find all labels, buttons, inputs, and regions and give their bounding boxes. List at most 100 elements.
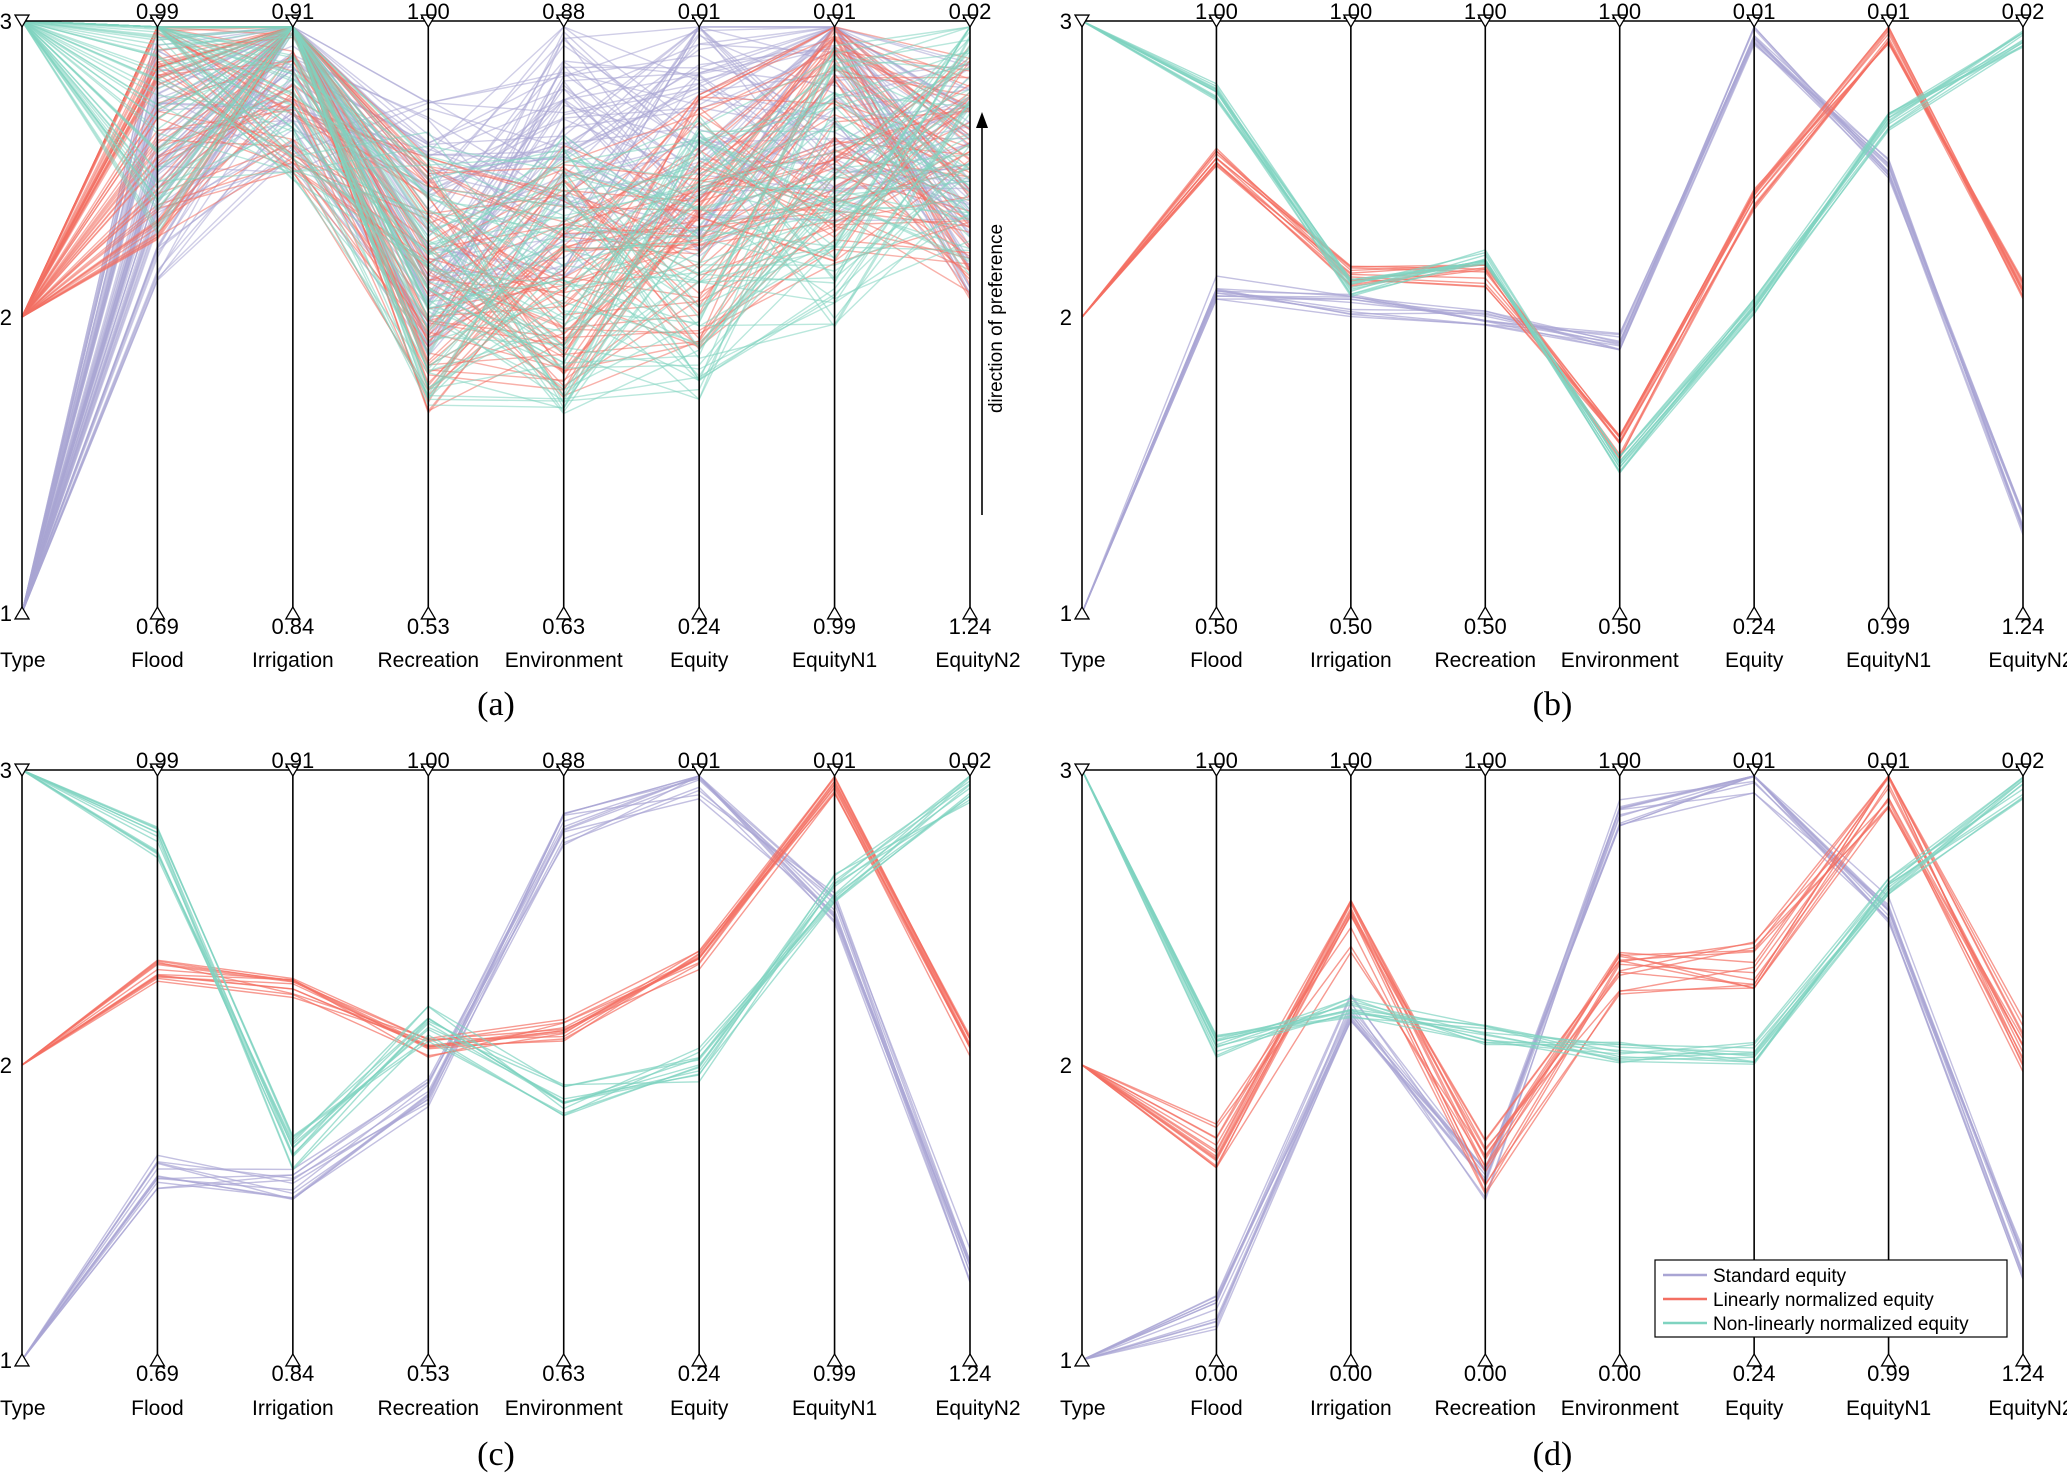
type-tick-label: 3 bbox=[0, 758, 12, 783]
axis-bottom-marker bbox=[1342, 605, 1359, 620]
axis-top-label: 0.91 bbox=[271, 0, 314, 24]
type-tick-label: 1 bbox=[1060, 1348, 1072, 1373]
series-line-non-linearly-normalized-equity bbox=[21, 20, 971, 389]
series-line-non-linearly-normalized-equity bbox=[1081, 20, 2024, 466]
axis-top-marker bbox=[961, 763, 979, 778]
axis-bottom-marker bbox=[1746, 605, 1763, 620]
panel-label: (d) bbox=[1533, 1436, 1573, 1473]
series-line-standard-equity bbox=[21, 775, 971, 1361]
axis-top-marker bbox=[1611, 14, 1628, 29]
axis-bottom-marker bbox=[1880, 1352, 1897, 1367]
axis-bottom-marker bbox=[1880, 605, 1897, 620]
axis-bottom-marker bbox=[1208, 1352, 1225, 1367]
axis-top-marker bbox=[2014, 14, 2032, 29]
axis-bottom-label: 0.00 bbox=[1598, 1361, 1641, 1386]
series-line-non-linearly-normalized-equity bbox=[21, 20, 971, 319]
axis-name-type: Type bbox=[1060, 1397, 1106, 1420]
legend: Standard equity Linearly normalized equit… bbox=[1654, 1259, 2008, 1338]
series-line-non-linearly-normalized-equity bbox=[21, 20, 971, 382]
axis-top-marker bbox=[149, 14, 166, 29]
panel-c: Type 0.99 0.69 Flood 0.91 0.84 Irrigation 1.00 0… bbox=[0, 748, 1021, 1473]
series-line-standard-equity bbox=[1081, 25, 2024, 614]
type-tick-label: 2 bbox=[1060, 1053, 1072, 1078]
axis-bottom-marker bbox=[1342, 1352, 1359, 1367]
axis-bottom-marker bbox=[961, 1352, 979, 1367]
series-line-linearly-normalized-equity bbox=[21, 785, 971, 1066]
type-tick-label: 3 bbox=[1060, 9, 1072, 34]
type-tick-label: 2 bbox=[0, 1053, 12, 1078]
series-line-non-linearly-normalized-equity bbox=[21, 20, 971, 383]
axis-name-type: Type bbox=[1060, 649, 1106, 672]
axis-name-type: Type bbox=[0, 649, 46, 672]
series-line-linearly-normalized-equity bbox=[21, 77, 971, 392]
axis-top-marker bbox=[1073, 763, 1091, 778]
series-line-standard-equity bbox=[21, 25, 971, 614]
series-line-non-linearly-normalized-equity bbox=[21, 20, 971, 209]
axis-bottom-label: 0.63 bbox=[542, 1361, 585, 1386]
axis-bottom-label: 0.00 bbox=[1195, 1361, 1238, 1386]
panel-d: Type 1.00 0.00 Flood 1.00 0.00 Irrigation 1.00 0… bbox=[1060, 748, 2067, 1473]
axis-bottom-label: 0.50 bbox=[1195, 614, 1238, 639]
series-line-linearly-normalized-equity bbox=[1081, 774, 2024, 1196]
series-line-standard-equity bbox=[21, 25, 971, 614]
axis-name-flood: Flood bbox=[131, 1397, 184, 1420]
axis-top-marker bbox=[555, 763, 572, 778]
series-line-linearly-normalized-equity bbox=[1081, 29, 2024, 439]
series-line-non-linearly-normalized-equity bbox=[1081, 20, 2024, 458]
series-line-non-linearly-normalized-equity bbox=[1081, 20, 2024, 464]
axis-bottom-label: 0.84 bbox=[271, 1361, 314, 1386]
polylines bbox=[1081, 20, 2024, 614]
axis-bottom-marker bbox=[1746, 1352, 1763, 1367]
axis-name-flood: Flood bbox=[131, 649, 184, 672]
axis-name-equityn1: EquityN1 bbox=[1846, 649, 1931, 672]
axis-top-marker bbox=[284, 763, 301, 778]
series-line-standard-equity bbox=[1081, 792, 2024, 1361]
axis-bottom-label: 0.24 bbox=[678, 614, 721, 639]
axis-top-label: 0.01 bbox=[1867, 0, 1910, 24]
axis-top-marker bbox=[420, 763, 437, 778]
series-line-non-linearly-normalized-equity bbox=[21, 20, 971, 400]
series-line-linearly-normalized-equity bbox=[21, 32, 971, 373]
series-line-non-linearly-normalized-equity bbox=[21, 20, 971, 347]
series-line-linearly-normalized-equity bbox=[21, 775, 971, 1066]
axis-bottom-label: 1.24 bbox=[2002, 614, 2045, 639]
series-line-linearly-normalized-equity bbox=[21, 780, 971, 1066]
axis-bottom-label: 1.24 bbox=[949, 1361, 992, 1386]
series-line-linearly-normalized-equity bbox=[1081, 805, 2024, 1167]
series-line-non-linearly-normalized-equity bbox=[21, 20, 971, 344]
series-line-non-linearly-normalized-equity bbox=[21, 20, 971, 284]
axis-top-marker bbox=[961, 14, 979, 29]
series-line-linearly-normalized-equity bbox=[21, 30, 971, 399]
axis-bottom-label: 0.63 bbox=[542, 614, 585, 639]
axis-name-equityn2: EquityN2 bbox=[935, 649, 1020, 672]
axis-top-marker bbox=[1208, 14, 1225, 29]
series-line-standard-equity bbox=[1081, 775, 2024, 1361]
axis-top-marker bbox=[420, 14, 437, 29]
series-line-standard-equity bbox=[21, 775, 971, 1361]
series-line-linearly-normalized-equity bbox=[1081, 774, 2024, 1187]
axis-name-environment: Environment bbox=[1561, 1397, 1679, 1420]
axis-bottom-marker bbox=[1611, 605, 1628, 620]
axis-name-environment: Environment bbox=[505, 649, 623, 672]
series-line-linearly-normalized-equity bbox=[1081, 25, 2024, 461]
series-line-non-linearly-normalized-equity bbox=[21, 20, 971, 351]
series-line-linearly-normalized-equity bbox=[1081, 804, 2024, 1147]
direction-label: direction of preference bbox=[986, 224, 1007, 413]
axis-bottom-label: 0.50 bbox=[1329, 614, 1372, 639]
axis-top-marker bbox=[1880, 14, 1897, 29]
axis-name-recreation: Recreation bbox=[378, 649, 480, 672]
series-line-non-linearly-normalized-equity bbox=[21, 20, 971, 193]
axis-top-marker bbox=[284, 14, 301, 29]
axis-top-marker bbox=[1477, 14, 1494, 29]
series-line-linearly-normalized-equity bbox=[21, 789, 971, 1066]
series-line-linearly-normalized-equity bbox=[21, 774, 971, 1066]
axis-top-label: 1.00 bbox=[1195, 748, 1238, 773]
axis-name-environment: Environment bbox=[505, 1397, 623, 1420]
axis-name-irrigation: Irrigation bbox=[1310, 1397, 1392, 1420]
series-line-linearly-normalized-equity bbox=[21, 25, 971, 383]
series-line-non-linearly-normalized-equity bbox=[1081, 20, 2024, 463]
series-line-linearly-normalized-equity bbox=[1081, 774, 2024, 1169]
axis-bottom-label: 0.99 bbox=[813, 614, 856, 639]
axis-bottom-marker bbox=[2014, 1352, 2032, 1367]
axis-name-flood: Flood bbox=[1190, 649, 1243, 672]
